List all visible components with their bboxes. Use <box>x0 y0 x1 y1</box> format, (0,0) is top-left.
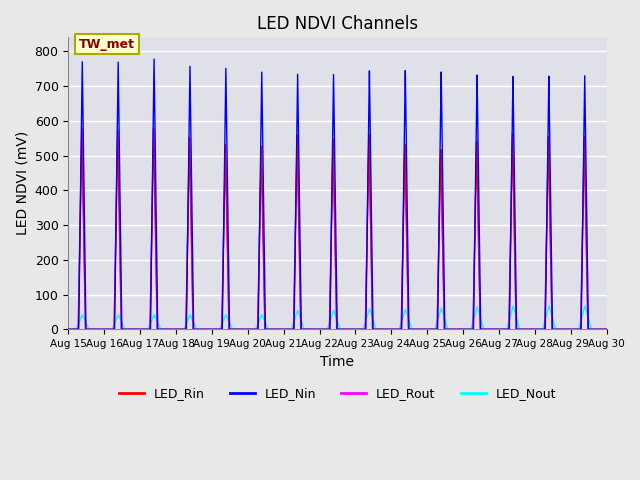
Y-axis label: LED NDVI (mV): LED NDVI (mV) <box>15 131 29 236</box>
Title: LED NDVI Channels: LED NDVI Channels <box>257 15 418 33</box>
X-axis label: Time: Time <box>321 355 355 369</box>
Legend: LED_Rin, LED_Nin, LED_Rout, LED_Nout: LED_Rin, LED_Nin, LED_Rout, LED_Nout <box>114 382 561 405</box>
Text: TW_met: TW_met <box>79 37 135 50</box>
